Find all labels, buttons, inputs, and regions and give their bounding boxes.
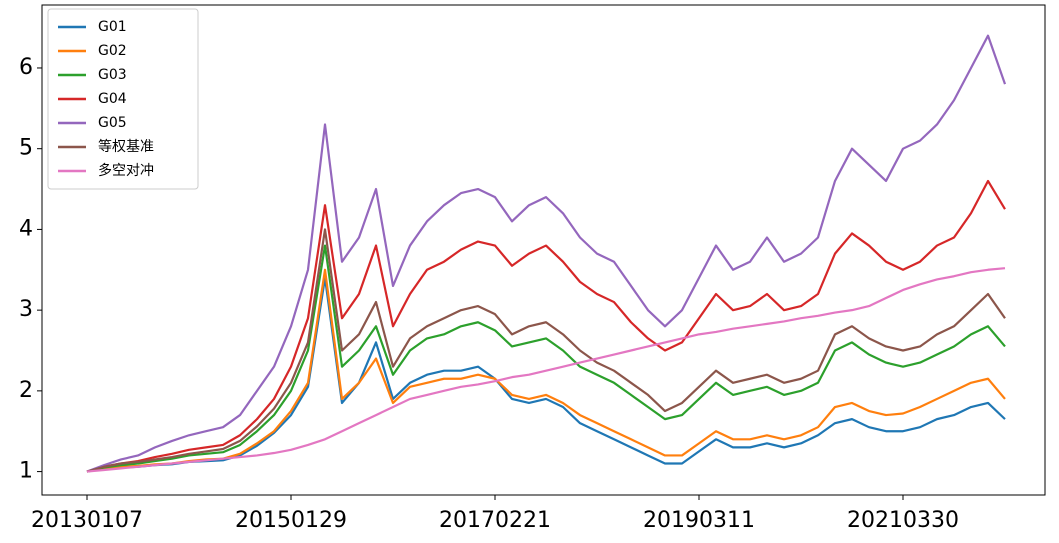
y-tick-label: 6 [19, 55, 33, 80]
legend-label: G03 [98, 67, 127, 83]
y-tick-label: 1 [19, 459, 33, 484]
series-line [86, 244, 1006, 473]
series-line [86, 34, 1007, 473]
legend-box [47, 8, 199, 190]
legend-label: 多空对冲 [98, 162, 154, 179]
legend-label: 等权基准 [98, 138, 154, 155]
y-tick-label: 2 [19, 378, 33, 403]
series-line [86, 228, 1006, 473]
y-tick-label: 5 [19, 136, 33, 161]
series-line [86, 276, 1006, 473]
legend-label: G01 [98, 19, 127, 35]
series-line [86, 267, 1006, 473]
x-tick-label: 20130107 [31, 508, 143, 533]
x-tick-label: 20210330 [847, 508, 959, 533]
legend-label: G04 [98, 91, 127, 107]
x-tick-label: 20190311 [643, 508, 755, 533]
legend-label: G02 [98, 43, 127, 59]
series-line [86, 179, 1006, 473]
series-line [86, 268, 1006, 473]
legend-label: G05 [98, 115, 127, 131]
x-tick-label: 20170221 [439, 508, 551, 533]
y-tick-label: 3 [19, 297, 33, 322]
y-tick-label: 4 [19, 216, 33, 241]
plot-frame [41, 4, 1046, 496]
x-tick-label: 20150129 [235, 508, 347, 533]
